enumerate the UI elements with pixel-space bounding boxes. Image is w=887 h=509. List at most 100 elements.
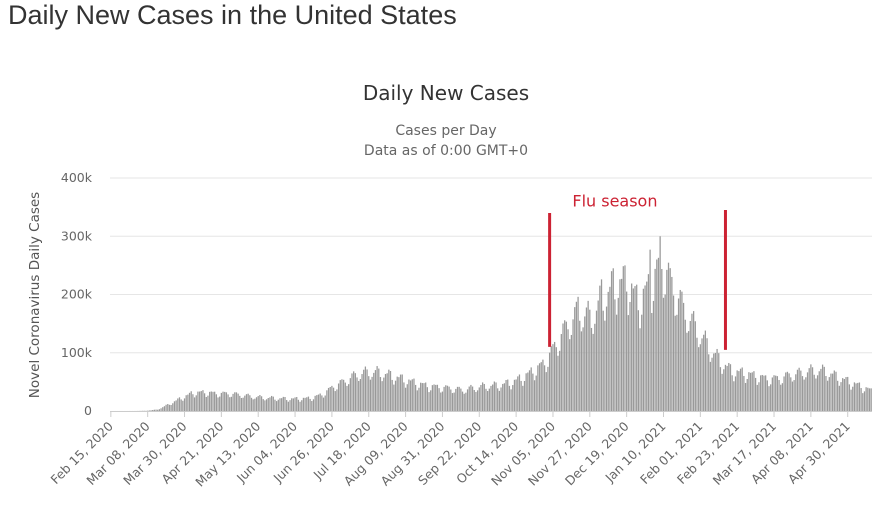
daily-cases-bar (545, 372, 547, 411)
daily-cases-bar (262, 399, 264, 411)
daily-cases-bar (503, 383, 506, 411)
daily-cases-bar (473, 389, 475, 411)
daily-cases-bar (361, 374, 363, 411)
daily-cases-bar (651, 313, 653, 411)
daily-cases-bar (595, 310, 598, 411)
daily-cases-bar (259, 395, 261, 411)
daily-cases-bar (398, 377, 400, 411)
daily-cases-bar (711, 357, 713, 411)
daily-cases-bar (316, 395, 318, 411)
daily-cases-bar (152, 410, 154, 411)
daily-cases-bar (830, 373, 832, 411)
daily-cases-bar (636, 284, 638, 411)
daily-cases-bar (168, 404, 171, 411)
daily-cases-bar (428, 392, 430, 411)
daily-cases-bar (220, 392, 222, 411)
daily-cases-bar (512, 385, 514, 411)
daily-cases-bar (644, 285, 646, 411)
daily-cases-bar (478, 387, 480, 411)
y-tick-label: 100k (61, 345, 93, 360)
daily-cases-bar (759, 375, 762, 411)
daily-cases-bar (847, 376, 849, 411)
daily-cases-bar (749, 372, 752, 411)
daily-cases-bar (555, 347, 557, 411)
daily-cases-bar (158, 409, 161, 411)
daily-cases-bar (528, 370, 531, 411)
daily-cases-bar (339, 380, 341, 411)
daily-cases-bar (260, 396, 263, 411)
daily-cases-bar (786, 371, 789, 411)
daily-cases-bar (565, 321, 567, 411)
daily-cases-bar (751, 372, 753, 411)
daily-cases-bar (850, 389, 852, 411)
daily-cases-bar (327, 387, 330, 411)
daily-cases-bar (296, 397, 298, 411)
daily-cases-bar (758, 382, 760, 411)
daily-cases-bar (465, 392, 467, 411)
daily-cases-bar (165, 404, 167, 411)
daily-cases-bar (704, 330, 706, 411)
daily-cases-bar (826, 380, 829, 411)
grid-lines (110, 177, 872, 354)
daily-cases-bar (570, 334, 573, 411)
daily-cases-bar (185, 395, 187, 411)
daily-cases-bar (820, 368, 822, 411)
daily-cases-bar (724, 364, 727, 411)
daily-cases-bar (743, 375, 745, 411)
daily-cases-bar (483, 383, 485, 411)
daily-cases-bar (306, 397, 308, 411)
daily-cases-bar (364, 366, 367, 411)
daily-cases-bar (523, 380, 526, 411)
daily-cases-bar (823, 366, 825, 411)
daily-cases-bar (609, 286, 611, 411)
daily-cases-bar (517, 376, 519, 411)
daily-cases-bar (622, 266, 624, 411)
daily-cases-bar (522, 385, 524, 411)
daily-cases-bar (778, 379, 780, 411)
daily-cases-bar (366, 369, 368, 411)
daily-cases-bar (723, 369, 725, 411)
daily-cases-bar (860, 388, 862, 411)
daily-cases-bar (312, 399, 315, 411)
daily-cases-bar (389, 371, 392, 411)
daily-cases-bar (198, 391, 201, 411)
daily-cases-bar (349, 378, 351, 411)
daily-cases-bar (353, 371, 355, 411)
daily-cases-bar (592, 333, 594, 411)
daily-cases-bar (190, 391, 192, 411)
daily-cases-bar (376, 366, 378, 411)
daily-cases-bar (798, 367, 800, 411)
daily-cases-bar (587, 300, 589, 411)
daily-cases-bar (336, 389, 338, 411)
daily-cases-bar (843, 378, 845, 411)
daily-cases-bar (646, 281, 648, 411)
daily-cases-bar (363, 369, 365, 411)
daily-cases-bar (629, 301, 631, 411)
chart-subtitle-line-2: Data as of 0:00 GMT+0 (364, 143, 528, 159)
daily-cases-bar (331, 385, 333, 411)
daily-cases-bar (564, 320, 566, 411)
daily-cases-bar (607, 291, 609, 411)
daily-cases-bar (865, 387, 867, 411)
daily-cases-bar (187, 394, 189, 411)
daily-cases-bar (518, 374, 521, 411)
daily-cases-bar (188, 392, 191, 411)
daily-cases-bar (404, 387, 407, 411)
daily-cases-bar (674, 315, 676, 411)
daily-cases-bar (289, 400, 291, 411)
daily-cases-bar (468, 386, 470, 411)
daily-cases-bar (811, 367, 814, 411)
daily-cases-bar (550, 346, 552, 411)
daily-cases-bar (423, 383, 425, 411)
daily-cases-bar (309, 398, 311, 411)
daily-cases-bar (384, 374, 387, 411)
daily-cases-bar (215, 394, 217, 411)
daily-cases-bar (569, 339, 571, 411)
daily-cases-bar (344, 382, 346, 411)
daily-cases-bar (237, 393, 239, 411)
daily-cases-bar (662, 297, 665, 411)
daily-cases-bar (183, 398, 186, 411)
daily-cases-bar (567, 329, 569, 411)
daily-cases-bar (153, 409, 156, 411)
